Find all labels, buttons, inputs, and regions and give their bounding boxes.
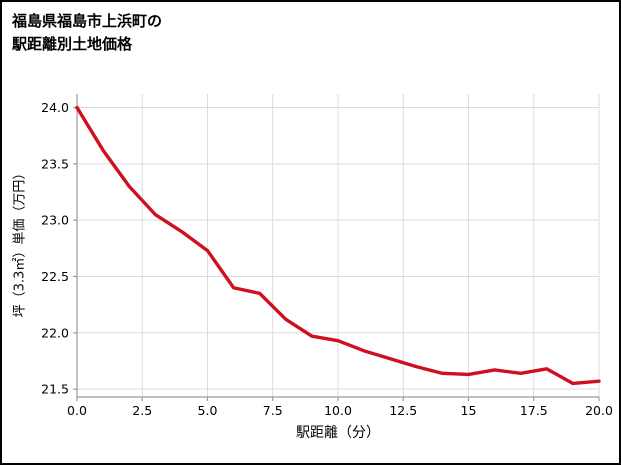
x-tick-label: 15 [461,403,477,418]
x-tick-label: 17.5 [520,403,548,418]
y-tick-label: 22.0 [41,325,69,340]
x-tick-label: 5.0 [198,403,218,418]
x-tick-label: 12.5 [389,403,417,418]
x-tick-label: 20.0 [585,403,613,418]
x-tick-label: 0.0 [67,403,87,418]
chart-title: 福島県福島市上浜町の 駅距離別土地価格 [12,10,162,55]
price-line [75,105,601,386]
chart-title-line-1: 福島県福島市上浜町の [12,12,163,30]
y-tick-label: 21.5 [41,382,69,397]
x-tick-label: 7.5 [263,403,283,418]
x-tick-label: 2.5 [132,403,152,418]
chart-title-line-2: 駅距離別土地価格 [12,34,133,53]
y-tick-label: 23.5 [41,156,69,171]
x-tick-label: 10.0 [324,403,352,418]
y-tick-label: 22.5 [41,269,69,284]
y-tick-label: 24.0 [41,100,69,115]
y-tick-label: 23.0 [41,213,69,228]
x-axis-label: 駅距離（分） [296,425,380,441]
